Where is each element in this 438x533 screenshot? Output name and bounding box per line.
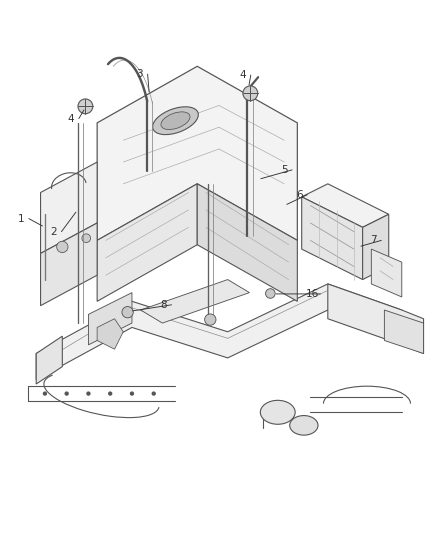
Circle shape (108, 391, 113, 396)
Polygon shape (141, 279, 250, 323)
Polygon shape (197, 184, 297, 301)
Text: 1: 1 (18, 214, 24, 224)
Circle shape (86, 391, 91, 396)
Polygon shape (385, 310, 424, 353)
Polygon shape (36, 336, 62, 384)
Polygon shape (88, 293, 132, 345)
Polygon shape (41, 162, 97, 254)
Polygon shape (363, 214, 389, 279)
Text: 5: 5 (281, 165, 288, 175)
Polygon shape (97, 66, 297, 240)
Ellipse shape (161, 112, 190, 130)
Circle shape (152, 391, 156, 396)
Polygon shape (328, 284, 424, 353)
Polygon shape (36, 284, 402, 379)
Text: 6: 6 (296, 190, 303, 200)
Text: 8: 8 (160, 300, 167, 310)
Circle shape (57, 241, 68, 253)
Circle shape (78, 99, 93, 114)
Ellipse shape (260, 400, 295, 424)
Circle shape (265, 289, 275, 298)
Circle shape (205, 314, 216, 325)
Ellipse shape (290, 416, 318, 435)
Text: 7: 7 (370, 236, 377, 245)
Text: 2: 2 (50, 227, 57, 237)
Circle shape (122, 306, 133, 318)
Text: 4: 4 (240, 70, 246, 80)
Text: 3: 3 (137, 69, 143, 79)
Polygon shape (97, 184, 197, 301)
Polygon shape (302, 197, 363, 279)
Circle shape (243, 86, 258, 101)
Circle shape (64, 391, 69, 396)
Circle shape (130, 391, 134, 396)
Text: 4: 4 (68, 114, 74, 124)
Polygon shape (41, 223, 97, 305)
Polygon shape (97, 319, 123, 349)
Ellipse shape (152, 107, 198, 135)
Polygon shape (302, 184, 389, 228)
Text: 16: 16 (306, 289, 319, 299)
Circle shape (43, 391, 47, 396)
Polygon shape (371, 249, 402, 297)
Circle shape (82, 234, 91, 243)
